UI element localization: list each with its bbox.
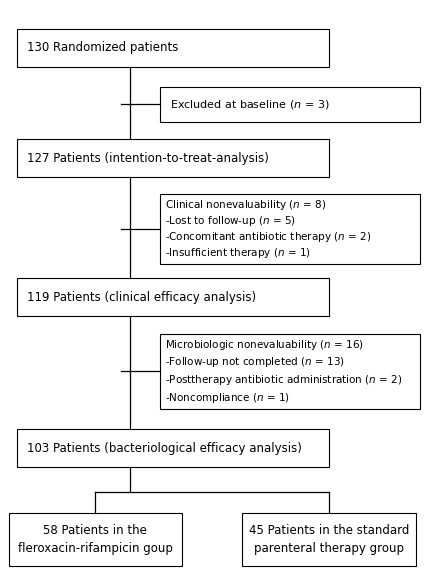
Text: -Lost to follow-up ($n$ = 5): -Lost to follow-up ($n$ = 5) (165, 214, 295, 228)
FancyBboxPatch shape (17, 429, 329, 467)
Text: 119 Patients (clinical efficacy analysis): 119 Patients (clinical efficacy analysis… (27, 291, 256, 304)
FancyBboxPatch shape (9, 513, 182, 565)
FancyBboxPatch shape (242, 513, 416, 565)
Text: Clinical nonevaluability ($n$ = 8): Clinical nonevaluability ($n$ = 8) (165, 198, 326, 212)
Text: -Follow-up not completed ($n$ = 13): -Follow-up not completed ($n$ = 13) (165, 356, 344, 369)
FancyBboxPatch shape (160, 194, 420, 264)
FancyBboxPatch shape (160, 334, 420, 409)
FancyBboxPatch shape (17, 139, 329, 177)
Text: 127 Patients (intention-to-treat-analysis): 127 Patients (intention-to-treat-analysi… (27, 151, 269, 165)
Text: Microbiologic nonevaluability ($n$ = 16): Microbiologic nonevaluability ($n$ = 16) (165, 338, 363, 352)
Text: -Insufficient therapy ($n$ = 1): -Insufficient therapy ($n$ = 1) (165, 246, 310, 260)
Text: 58 Patients in the
fleroxacin-rifampicin goup: 58 Patients in the fleroxacin-rifampicin… (18, 524, 173, 555)
Text: -Concomitant antibiotic therapy ($n$ = 2): -Concomitant antibiotic therapy ($n$ = 2… (165, 230, 371, 244)
FancyBboxPatch shape (160, 87, 420, 122)
Text: 103 Patients (bacteriological efficacy analysis): 103 Patients (bacteriological efficacy a… (27, 441, 302, 455)
Text: 130 Randomized patients: 130 Randomized patients (27, 41, 178, 55)
Text: -Posttherapy antibiotic administration ($n$ = 2): -Posttherapy antibiotic administration (… (165, 373, 402, 387)
FancyBboxPatch shape (17, 29, 329, 67)
Text: -Noncompliance ($n$ = 1): -Noncompliance ($n$ = 1) (165, 390, 289, 404)
Text: 45 Patients in the standard
parenteral therapy group: 45 Patients in the standard parenteral t… (249, 524, 409, 555)
FancyBboxPatch shape (17, 278, 329, 316)
Text: Excluded at baseline ($n$ = 3): Excluded at baseline ($n$ = 3) (170, 98, 329, 111)
